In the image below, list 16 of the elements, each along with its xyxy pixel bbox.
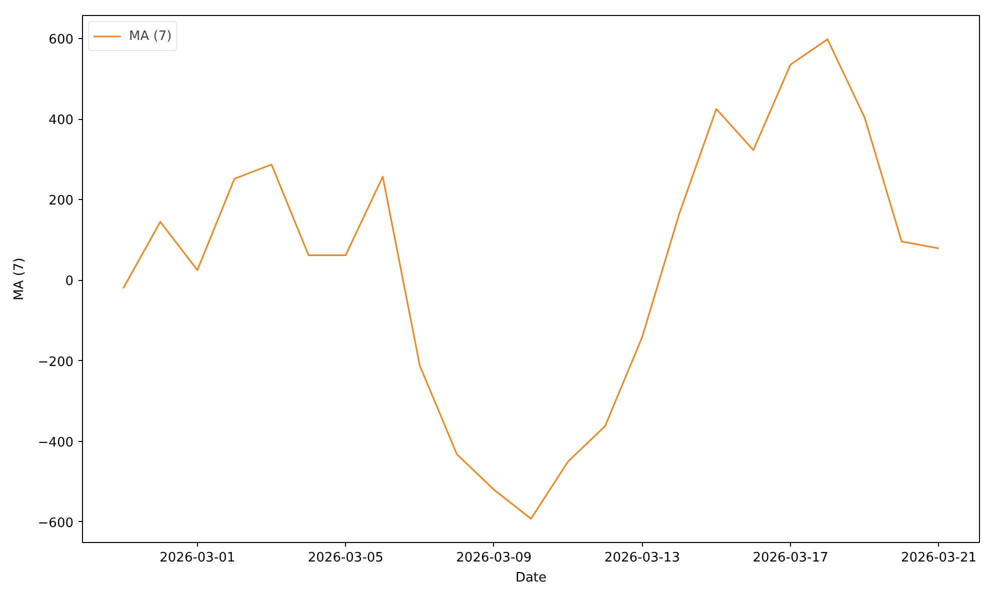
- x-tick-label: 2026-03-09: [456, 550, 532, 566]
- y-axis-title: MA (7): [12, 258, 27, 300]
- y-tick-label: 200: [48, 194, 74, 209]
- x-tick-label: 2026-03-13: [604, 550, 680, 566]
- x-tick-label: 2026-03-17: [752, 550, 828, 566]
- y-tick-label: 0: [65, 274, 74, 290]
- x-tick-label: 2026-03-05: [308, 550, 384, 566]
- x-tick-label: 2026-03-01: [160, 550, 236, 566]
- x-axis-title: Date: [515, 570, 547, 586]
- x-tick-label: 2026-03-21: [900, 550, 977, 566]
- y-tick-label: −600: [38, 516, 74, 531]
- y-tick-label: 400: [48, 113, 74, 128]
- legend-label: MA (7): [129, 28, 172, 44]
- y-tick-label: −400: [38, 435, 74, 450]
- y-tick-label: −200: [38, 354, 74, 370]
- y-tick-label: 600: [48, 32, 74, 48]
